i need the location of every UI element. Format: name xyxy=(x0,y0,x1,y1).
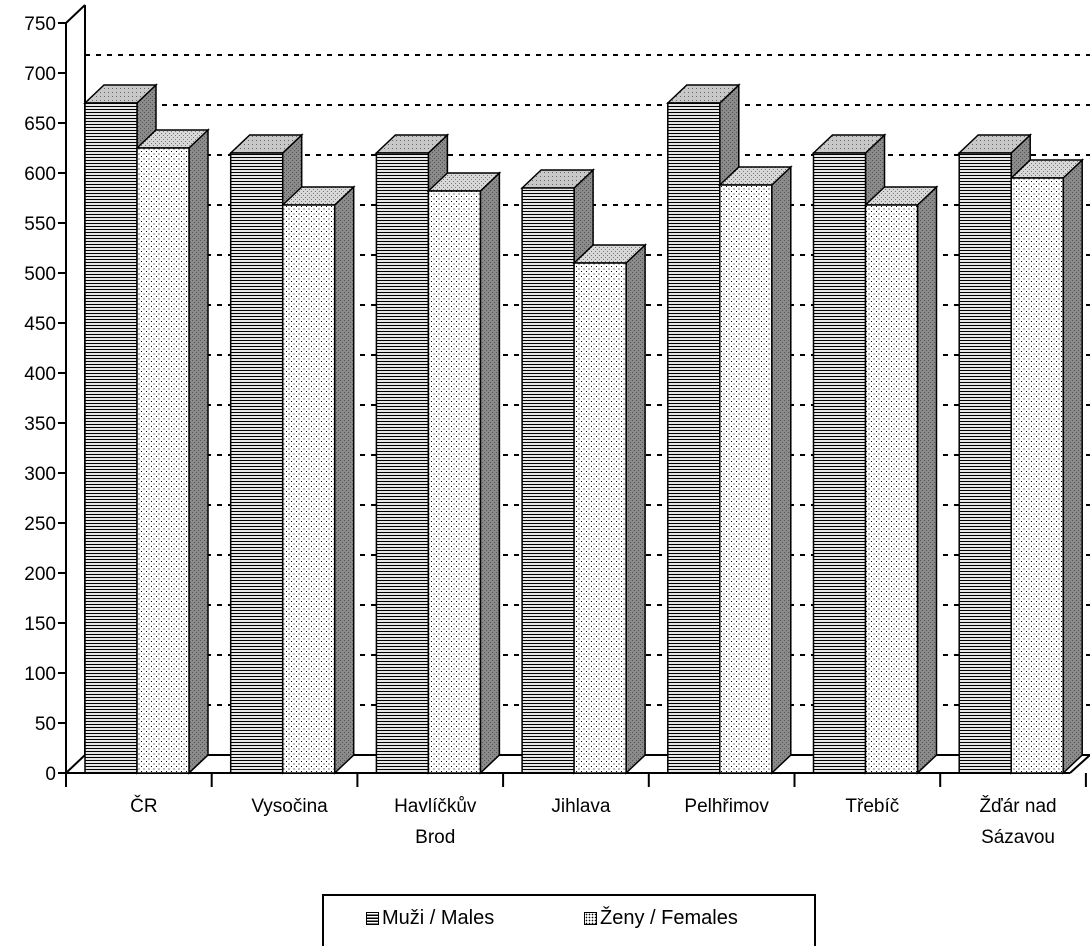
y-tick-label: 500 xyxy=(24,264,56,285)
x-category-label: Sázavou xyxy=(981,827,1055,848)
y-tick-label: 400 xyxy=(24,364,56,385)
bar-females xyxy=(863,185,939,775)
x-category-label: Brod xyxy=(415,827,455,848)
y-tick-label: 600 xyxy=(24,164,56,185)
y-tick-label: 200 xyxy=(24,564,56,585)
bar-side xyxy=(188,128,209,775)
y-tick-label: 50 xyxy=(35,714,56,735)
bar-side xyxy=(916,185,938,775)
floor-right-edge xyxy=(1069,754,1090,774)
bar-front xyxy=(375,152,430,774)
y-tick-label: 0 xyxy=(45,764,56,785)
bar-front xyxy=(719,184,773,774)
bar-front xyxy=(521,187,575,774)
bar-females xyxy=(135,128,210,775)
dotted-swatch-icon xyxy=(584,912,597,925)
bar-front xyxy=(812,152,867,774)
bar-side xyxy=(625,243,646,775)
x-category-label: Jihlava xyxy=(551,796,611,817)
y-tick-label: 450 xyxy=(24,314,56,335)
bar-front xyxy=(1010,177,1064,774)
bar-front xyxy=(136,147,190,774)
y-tick-label: 550 xyxy=(24,214,56,235)
legend-item-males: Muži / Males xyxy=(366,907,494,930)
horizontal-lines-swatch-icon xyxy=(366,912,379,925)
x-category-label: Žďár nad xyxy=(979,795,1056,817)
y-tick-label: 350 xyxy=(24,414,56,435)
y-tick-label: 250 xyxy=(24,514,56,535)
x-category-label: Pelhřimov xyxy=(684,796,769,817)
wall-top-edge xyxy=(65,4,86,24)
legend-label-males: Muži / Males xyxy=(382,907,495,929)
bar-side xyxy=(1062,158,1083,775)
legend-item-females: Ženy / Females xyxy=(584,907,738,930)
bar-side xyxy=(479,171,501,775)
floor-left-edge xyxy=(65,754,86,774)
bar-front xyxy=(667,102,721,774)
bar-front xyxy=(864,204,919,774)
bar-females xyxy=(717,165,793,775)
x-category-label: ČR xyxy=(130,795,157,817)
bar-side xyxy=(771,165,792,775)
bar-front xyxy=(427,190,482,774)
x-category-label: Vysočina xyxy=(251,796,328,817)
bar-front xyxy=(84,102,138,774)
bar-females xyxy=(426,171,502,775)
bar-front xyxy=(229,152,284,774)
legend: Muži / Males Ženy / Females xyxy=(322,894,816,946)
bar-females xyxy=(1009,158,1085,775)
x-category-label: Havlíčkův xyxy=(394,796,477,817)
x-category-label: Třebíč xyxy=(845,796,899,817)
y-tick-label: 150 xyxy=(24,614,56,635)
legend-label-females: Ženy / Females xyxy=(600,907,738,929)
bar-females xyxy=(280,185,356,775)
bar-chart: 0 50 100 150 200 250 300 350 400 450 500 550 600 650 7… xyxy=(24,4,1090,848)
y-tick-label: 750 xyxy=(24,14,56,35)
bar-front xyxy=(281,204,336,774)
bar-side xyxy=(333,185,355,775)
bar-females xyxy=(572,243,647,775)
y-tick-label: 700 xyxy=(24,64,56,85)
y-tick-label: 650 xyxy=(24,114,56,135)
bar-front xyxy=(573,262,627,774)
y-tick-label: 300 xyxy=(24,464,56,485)
bar-front xyxy=(958,152,1012,774)
y-tick-label: 100 xyxy=(24,664,56,685)
